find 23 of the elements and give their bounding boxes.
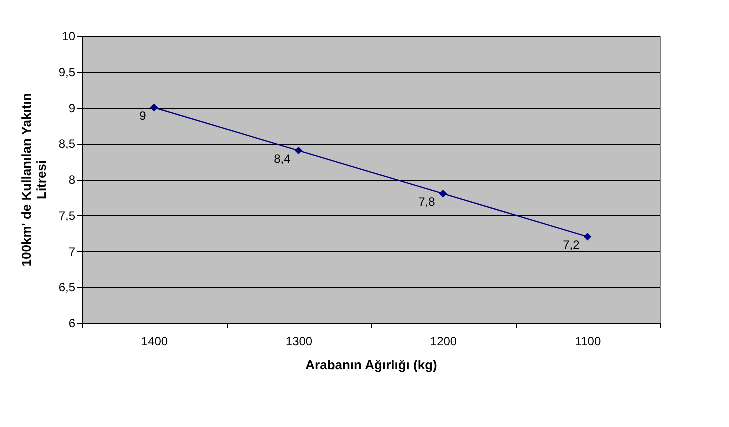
y-axis-title: 100km' de Kullanılan Yakıtın Litresi bbox=[18, 93, 49, 267]
x-axis-title: Arabanın Ağırlığı (kg) bbox=[306, 358, 438, 372]
point bbox=[294, 146, 303, 155]
data-label: 7,2 bbox=[563, 238, 580, 252]
point bbox=[584, 233, 592, 241]
y-tick-label: 8 bbox=[68, 173, 76, 187]
x-tick-label: 1300 bbox=[286, 334, 313, 348]
y-tick-label: 7 bbox=[68, 244, 76, 259]
x-tick-label: 1200 bbox=[430, 334, 458, 348]
x-tick-label: 1100 bbox=[575, 334, 602, 348]
point bbox=[150, 104, 158, 112]
y-tick-label: 9 bbox=[68, 101, 76, 116]
y-tick-label: 9,5 bbox=[58, 65, 76, 80]
data-label: 9 bbox=[140, 108, 147, 123]
y-tick-label: 7,5 bbox=[58, 208, 76, 223]
y-tick-label: 6,5 bbox=[58, 280, 76, 295]
x-tick-label: 1400 bbox=[141, 334, 168, 348]
point bbox=[439, 190, 448, 198]
y-tick-label: 8,5 bbox=[58, 137, 76, 152]
data-label: 7,8 bbox=[418, 194, 436, 209]
y-tick-label: 6 bbox=[68, 316, 76, 330]
data-label: 8,4 bbox=[274, 152, 292, 166]
y-tick-label: 10 bbox=[62, 30, 76, 44]
